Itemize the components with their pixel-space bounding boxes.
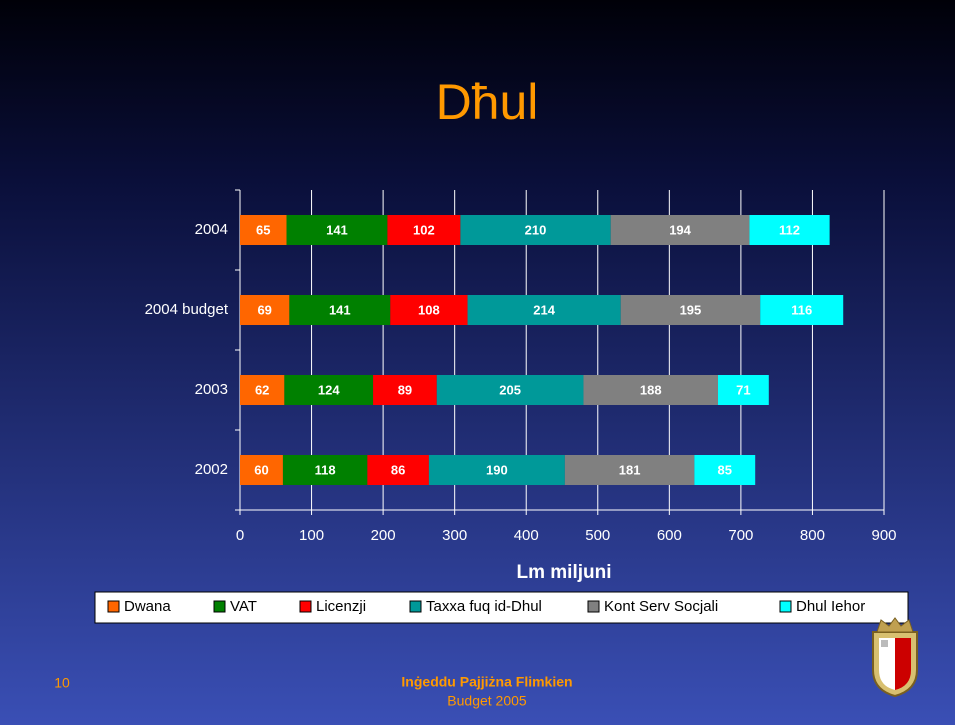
legend-swatch bbox=[587, 600, 600, 613]
legend-swatch bbox=[779, 600, 792, 613]
y-tick-label: 2002 bbox=[195, 461, 228, 478]
x-tick-label: 800 bbox=[800, 527, 825, 544]
page-number: 10 bbox=[54, 675, 70, 691]
data-label: 89 bbox=[398, 382, 412, 397]
data-label: 65 bbox=[256, 222, 270, 237]
bar-segment bbox=[373, 375, 437, 405]
legend-label: Taxxa fuq id-Dhul bbox=[426, 598, 542, 615]
bar-segment bbox=[240, 295, 290, 325]
x-tick-label: 100 bbox=[299, 527, 324, 544]
data-label: 124 bbox=[318, 382, 340, 397]
bar-segment bbox=[240, 375, 285, 405]
bar-segment bbox=[367, 455, 429, 485]
data-label: 190 bbox=[486, 462, 508, 477]
y-tick-label: 2004 bbox=[195, 221, 228, 238]
data-label: 118 bbox=[315, 462, 336, 477]
x-axis-label: Lm miljuni bbox=[517, 562, 612, 583]
data-label: 205 bbox=[499, 382, 521, 397]
bar-segment bbox=[460, 215, 611, 245]
bar-segment bbox=[390, 295, 468, 325]
bar-segment bbox=[760, 295, 844, 325]
data-label: 60 bbox=[254, 462, 268, 477]
bar-segment bbox=[583, 375, 718, 405]
bar-segment bbox=[610, 215, 750, 245]
legend-label: Licenzji bbox=[316, 598, 366, 615]
footer-slogan: Inġeddu Pajjiżna Flimkien bbox=[401, 674, 572, 690]
chart-title: Dħul bbox=[436, 74, 539, 130]
plot: 0 100 200 300 400 500 600 700 800 900 2004 65 141 102… bbox=[145, 189, 897, 544]
data-label: 102 bbox=[413, 222, 435, 237]
x-tick-label: 300 bbox=[442, 527, 467, 544]
legend-label: Dhul Iehor bbox=[796, 598, 865, 615]
bar-segment bbox=[564, 455, 695, 485]
data-label: 194 bbox=[669, 222, 691, 237]
legend: Dwana VAT Licenzji Taxxa fuq id-Dhul Kont Se… bbox=[107, 598, 865, 615]
legend-label: Kont Serv Socjali bbox=[604, 598, 718, 615]
x-tick-label: 500 bbox=[585, 527, 610, 544]
x-tick-label: 900 bbox=[871, 527, 896, 544]
data-label: 69 bbox=[257, 302, 271, 317]
bar-segment bbox=[387, 215, 461, 245]
bar-segment bbox=[289, 295, 391, 325]
bar-segment bbox=[240, 455, 283, 485]
bar-segment bbox=[284, 375, 374, 405]
data-label: 116 bbox=[791, 302, 812, 317]
data-label: 85 bbox=[718, 462, 732, 477]
bar-segment bbox=[428, 455, 565, 485]
data-label: 188 bbox=[640, 382, 662, 397]
x-tick-label: 600 bbox=[657, 527, 682, 544]
data-label: 108 bbox=[418, 302, 440, 317]
x-tick-label: 400 bbox=[514, 527, 539, 544]
data-label: 141 bbox=[329, 302, 351, 317]
emblem bbox=[872, 617, 918, 698]
bar-segment bbox=[620, 295, 761, 325]
bar-segment bbox=[694, 455, 756, 485]
data-label: 195 bbox=[680, 302, 702, 317]
y-tick-label: 2003 bbox=[195, 381, 228, 398]
legend-label: Dwana bbox=[124, 598, 171, 615]
bar-segment bbox=[282, 455, 368, 485]
legend-swatch bbox=[299, 600, 312, 613]
x-tick-label: 200 bbox=[371, 527, 396, 544]
bar-segment bbox=[467, 295, 621, 325]
data-label: 141 bbox=[326, 222, 348, 237]
data-label: 62 bbox=[255, 382, 269, 397]
data-label: 112 bbox=[779, 222, 800, 237]
data-label: 210 bbox=[525, 222, 547, 237]
x-tick-label: 0 bbox=[236, 527, 244, 544]
legend-box bbox=[94, 591, 909, 624]
legend-label: VAT bbox=[230, 598, 257, 615]
legend-swatch bbox=[409, 600, 422, 613]
bar-segment bbox=[717, 375, 769, 405]
x-tick-label: 700 bbox=[728, 527, 753, 544]
bar-segment bbox=[749, 215, 830, 245]
footer-subtitle: Budget 2005 bbox=[447, 693, 527, 709]
data-label: 71 bbox=[736, 382, 750, 397]
legend-swatch bbox=[107, 600, 120, 613]
y-tick-label: 2004 budget bbox=[145, 301, 229, 318]
data-label: 86 bbox=[391, 462, 405, 477]
data-label: 214 bbox=[533, 302, 555, 317]
bar-segment bbox=[240, 215, 287, 245]
data-label: 181 bbox=[619, 462, 641, 477]
bar-segment bbox=[286, 215, 388, 245]
bar-segment bbox=[436, 375, 584, 405]
legend-swatch bbox=[213, 600, 226, 613]
